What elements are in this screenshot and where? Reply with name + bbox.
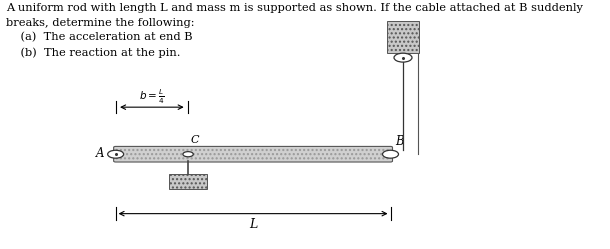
Text: $b=\frac{L}{4}$: $b=\frac{L}{4}$ bbox=[139, 87, 165, 106]
FancyBboxPatch shape bbox=[113, 146, 392, 162]
Text: B: B bbox=[395, 135, 404, 148]
Circle shape bbox=[183, 152, 193, 157]
Text: A uniform rod with length L and mass m is supported as shown. If the cable attac: A uniform rod with length L and mass m i… bbox=[5, 3, 583, 58]
Bar bbox=[387, 20, 419, 53]
Text: L: L bbox=[249, 218, 257, 231]
Circle shape bbox=[107, 150, 124, 158]
Circle shape bbox=[394, 53, 412, 62]
Text: C: C bbox=[190, 135, 199, 145]
Circle shape bbox=[382, 150, 398, 158]
Bar bbox=[170, 174, 207, 189]
Text: A: A bbox=[96, 147, 105, 160]
